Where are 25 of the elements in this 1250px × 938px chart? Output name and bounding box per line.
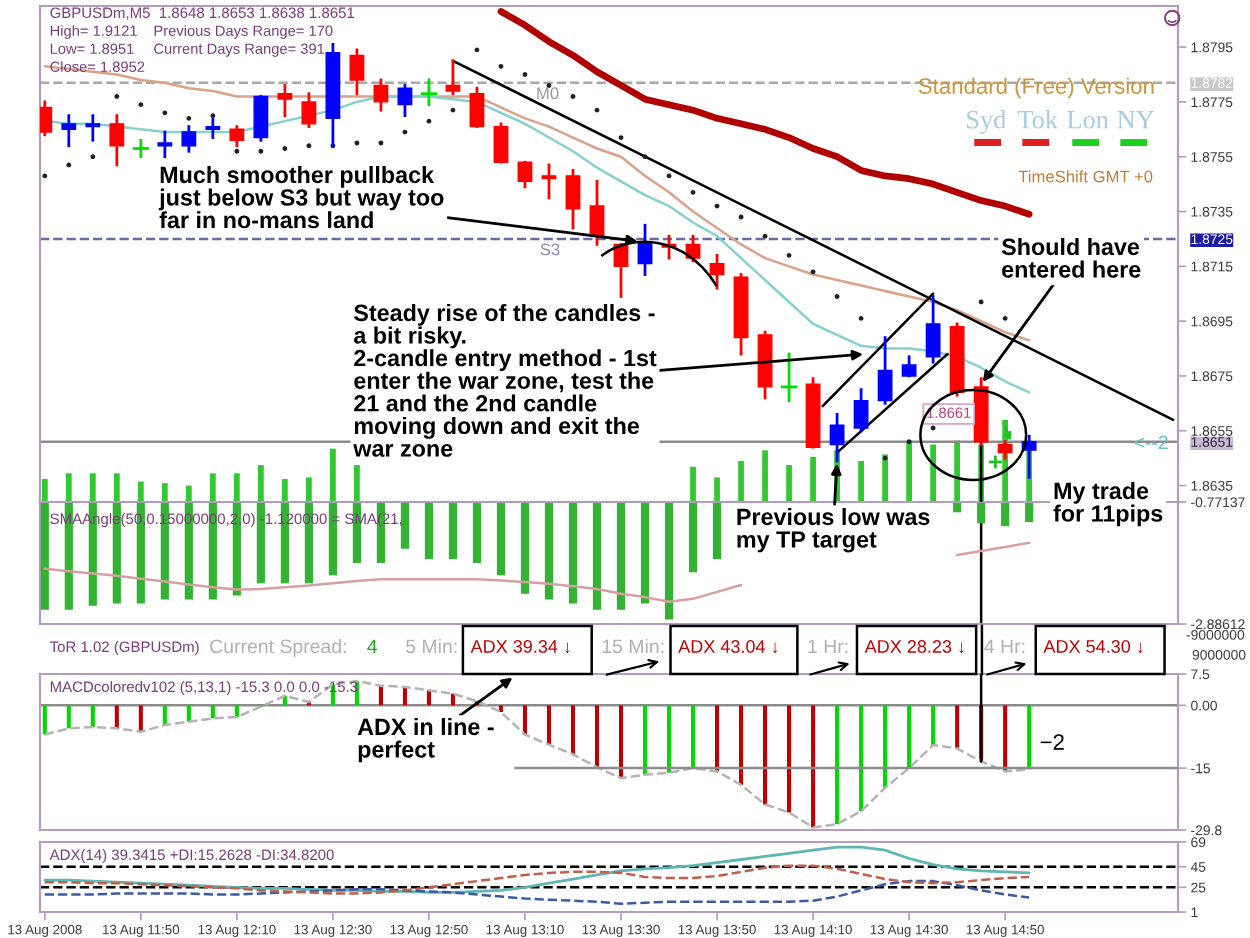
annotation: ADX in line - perfect: [357, 718, 494, 763]
text: ADX 39.34 ↓: [470, 640, 570, 654]
annotation: Previous low was my TP target: [737, 508, 930, 553]
text: 5 Min:: [406, 638, 457, 654]
text: ADX 43.04 ↓: [678, 640, 778, 654]
text: 4 Hr:: [984, 639, 1025, 654]
annotation: Should have entered here: [1001, 238, 1141, 278]
annotation: Lon: [1067, 111, 1109, 129]
text: 15 Min:: [602, 638, 664, 654]
annotation: Syd: [967, 110, 1006, 134]
annotation: My trade for 11pips: [1053, 482, 1163, 527]
annotation: Tok: [1017, 110, 1058, 129]
text: ADX 28.23 ↓: [864, 640, 964, 654]
annotation: TimeShift GMT +0: [1018, 170, 1153, 183]
ref-line-label: S3: [540, 243, 560, 256]
text: Current Spread:: [210, 638, 346, 658]
annotation: Much smoother pullback just below S3 but way too far in no-mans land: [158, 166, 444, 229]
annotation: Standard (Free) Version: [918, 77, 1154, 99]
annotation: −2: [1040, 734, 1064, 750]
annotation: Steady rise of the candles - a bit risky. 2-candle entry method - 1st enter the war zone, test the 21 and the 2nd candle moving down and exit the war zone: [353, 304, 657, 457]
annotation: NY: [1117, 111, 1155, 129]
text: 1 Hr:: [808, 639, 848, 654]
ref-line-label: M0: [537, 87, 559, 100]
text: ADX 54.30 ↓: [1043, 640, 1143, 654]
text: 4: [367, 639, 378, 654]
